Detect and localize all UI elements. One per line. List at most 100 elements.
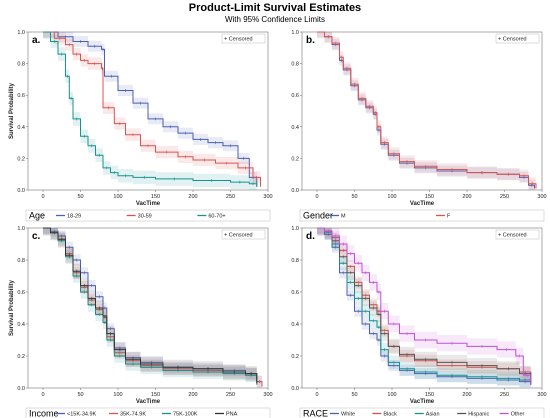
x-tick-label: 0 (315, 194, 318, 200)
censored-legend-box (221, 229, 266, 240)
survival-curve (317, 31, 537, 189)
y-tick-label: 0.4 (17, 322, 25, 328)
x-tick-label: 200 (188, 392, 197, 398)
x-axis-label: VacTime (136, 201, 161, 207)
x-tick-label: 200 (462, 392, 471, 398)
y-tick-label: 1.0 (291, 226, 299, 232)
group-legend-title: Income (29, 409, 59, 418)
survival-curve (43, 31, 258, 187)
legend-entry: 18-29 (67, 214, 81, 220)
y-axis-label: Survival Probability (9, 279, 15, 336)
censored-legend-box (495, 229, 540, 240)
survival-curve (317, 227, 532, 384)
legend-entry: Asian (426, 412, 440, 418)
y-tick-label: 0.2 (17, 354, 25, 360)
y-tick-label: 0.2 (291, 156, 299, 162)
confidence-band (317, 228, 531, 388)
y-tick-label: 0.6 (17, 93, 25, 99)
x-axis-label: VacTime (410, 201, 435, 207)
y-tick-label: 0.8 (291, 62, 299, 68)
x-tick-label: 0 (41, 194, 44, 200)
y-tick-label: 0.6 (17, 290, 25, 296)
x-axis-label: VacTime (136, 399, 161, 405)
censored-legend-text: + Censored (498, 37, 527, 43)
y-tick-label: 1.0 (291, 30, 299, 36)
x-tick-label: 50 (77, 194, 83, 200)
legend-entry: Other (511, 412, 525, 418)
y-tick-label: 0.4 (17, 125, 25, 131)
x-tick-label: 300 (537, 194, 546, 200)
legend-entry: Hispanic (468, 412, 489, 418)
y-tick-label: 0.6 (291, 290, 299, 296)
y-tick-label: 0.4 (291, 125, 299, 131)
survival-curve (43, 227, 258, 384)
legend-entry: Black (383, 412, 397, 418)
censored-legend-text: + Censored (224, 37, 253, 43)
panel-race: 0.0 0.2 0.4 0.6 0.8 1.0 0 50 100 150 200 250 300 VacT… (291, 226, 547, 418)
x-tick-label: 100 (113, 194, 122, 200)
legend-entry: 30-59 (138, 214, 152, 220)
y-tick-label: 1.0 (17, 30, 25, 36)
y-tick-label: 1.0 (17, 226, 25, 232)
x-tick-label: 200 (188, 194, 197, 200)
x-tick-label: 300 (263, 194, 272, 200)
x-tick-label: 150 (151, 194, 160, 200)
y-tick-label: 0.2 (17, 156, 25, 162)
y-tick-label: 0.0 (291, 386, 299, 392)
group-legend-title: RACE (303, 409, 328, 418)
survival-curve (43, 31, 258, 187)
x-tick-label: 150 (425, 194, 434, 200)
censored-legend-box (495, 33, 540, 44)
panel-label: c. (32, 231, 41, 242)
legend-entry: 75K-100K (173, 412, 198, 418)
confidence-band (317, 228, 531, 388)
x-tick-label: 0 (315, 392, 318, 398)
group-legend-title: Age (29, 211, 45, 221)
y-tick-label: 0.6 (291, 93, 299, 99)
panel-income: 0.0 0.2 0.4 0.6 0.8 1.0 0 50 100 150 200 250 300 VacT… (9, 226, 273, 418)
panel-label: d. (306, 231, 315, 242)
legend-entry: PNA (226, 412, 238, 418)
group-legend-box (25, 407, 271, 418)
panel-label: a. (32, 35, 41, 46)
y-tick-label: 0.4 (291, 322, 299, 328)
y-axis-label: Survival Probability (9, 82, 15, 139)
plot-frame (301, 31, 543, 191)
legend-entry: F (447, 214, 451, 220)
survival-curve (317, 227, 532, 385)
confidence-band (43, 32, 257, 190)
plot-frame (301, 227, 543, 389)
legend-entry: M (341, 214, 346, 220)
survival-curve (43, 31, 261, 187)
x-tick-label: 100 (113, 392, 122, 398)
x-axis-label: VacTime (410, 399, 435, 405)
x-tick-label: 300 (263, 392, 272, 398)
x-tick-label: 300 (537, 392, 546, 398)
y-tick-label: 0.2 (291, 354, 299, 360)
figure-subtitle: With 95% Confidence Limits (224, 15, 326, 24)
x-tick-label: 250 (226, 392, 235, 398)
censored-legend-box (221, 33, 266, 44)
legend-entry: <15K-34.9K (67, 412, 97, 418)
y-tick-label: 0.0 (17, 188, 25, 194)
y-tick-label: 0.8 (291, 258, 299, 264)
x-tick-label: 0 (41, 392, 44, 398)
x-tick-label: 50 (351, 392, 357, 398)
x-tick-label: 50 (77, 392, 83, 398)
confidence-band (317, 228, 531, 388)
legend-entry: White (341, 412, 355, 418)
panel-label: b. (306, 35, 315, 46)
y-tick-label: 0.0 (17, 386, 25, 392)
panel-gender: 0.0 0.2 0.4 0.6 0.8 1.0 0 50 100 150 200 250 300 VacT… (291, 30, 547, 222)
censored-legend-text: + Censored (498, 233, 527, 239)
x-tick-label: 100 (387, 392, 396, 398)
y-tick-label: 0.0 (291, 188, 299, 194)
plot-frame (27, 227, 269, 389)
group-legend-box (299, 209, 545, 222)
x-tick-label: 100 (387, 194, 396, 200)
figure-title: Product-Limit Survival Estimates (188, 2, 362, 14)
legend-entry: 35K-74.9K (120, 412, 146, 418)
group-legend-box (25, 209, 271, 222)
x-tick-label: 150 (425, 392, 434, 398)
x-tick-label: 150 (151, 392, 160, 398)
